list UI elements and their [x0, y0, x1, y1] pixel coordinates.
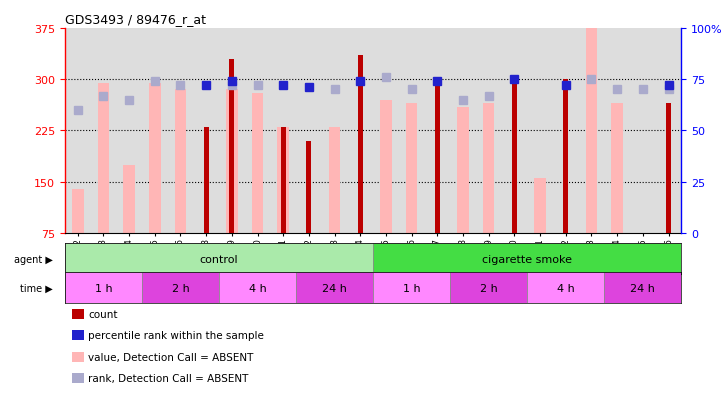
- Bar: [296, 273, 373, 304]
- Bar: [457, 107, 469, 233]
- Text: 2 h: 2 h: [172, 283, 190, 293]
- Bar: [174, 90, 186, 233]
- Bar: [193, 29, 219, 233]
- Bar: [380, 100, 392, 233]
- Bar: [219, 29, 244, 233]
- Bar: [406, 104, 417, 233]
- Text: 4 h: 4 h: [557, 283, 575, 293]
- Bar: [91, 29, 116, 233]
- Bar: [666, 104, 671, 233]
- Bar: [306, 141, 311, 233]
- Text: rank, Detection Call = ABSENT: rank, Detection Call = ABSENT: [88, 373, 248, 383]
- Bar: [604, 29, 630, 233]
- Bar: [611, 104, 623, 233]
- Bar: [167, 29, 193, 233]
- Text: GDS3493 / 89476_r_at: GDS3493 / 89476_r_at: [65, 13, 206, 26]
- Text: 24 h: 24 h: [630, 283, 655, 293]
- Text: 2 h: 2 h: [480, 283, 497, 293]
- Bar: [278, 128, 289, 233]
- Text: cigarette smoke: cigarette smoke: [482, 254, 572, 264]
- Bar: [252, 94, 263, 233]
- Text: control: control: [200, 254, 239, 264]
- Bar: [534, 179, 546, 233]
- Bar: [553, 29, 578, 233]
- Bar: [329, 128, 340, 233]
- Bar: [435, 80, 440, 233]
- Bar: [72, 189, 84, 233]
- Bar: [655, 29, 681, 233]
- Bar: [604, 273, 681, 304]
- Bar: [630, 29, 655, 233]
- Text: 1 h: 1 h: [403, 283, 420, 293]
- Text: time ▶: time ▶: [19, 283, 53, 293]
- Bar: [65, 29, 91, 233]
- Bar: [373, 29, 399, 233]
- Bar: [203, 128, 209, 233]
- Bar: [97, 83, 109, 233]
- Bar: [450, 273, 527, 304]
- Bar: [399, 29, 425, 233]
- Bar: [512, 80, 517, 233]
- Bar: [476, 29, 502, 233]
- Bar: [65, 273, 142, 304]
- Bar: [585, 29, 597, 233]
- Bar: [450, 29, 476, 233]
- Bar: [219, 273, 296, 304]
- Text: 1 h: 1 h: [94, 283, 112, 293]
- Text: 24 h: 24 h: [322, 283, 347, 293]
- Bar: [142, 29, 167, 233]
- Bar: [123, 165, 135, 233]
- Bar: [348, 29, 373, 233]
- Bar: [296, 29, 322, 233]
- Bar: [244, 29, 270, 233]
- Bar: [373, 244, 681, 275]
- Bar: [373, 273, 450, 304]
- Bar: [527, 29, 553, 233]
- Bar: [527, 273, 604, 304]
- Text: percentile rank within the sample: percentile rank within the sample: [88, 330, 264, 340]
- Bar: [358, 56, 363, 233]
- Text: value, Detection Call = ABSENT: value, Detection Call = ABSENT: [88, 352, 253, 362]
- Bar: [578, 29, 604, 233]
- Bar: [226, 90, 238, 233]
- Text: agent ▶: agent ▶: [14, 254, 53, 264]
- Bar: [502, 29, 527, 233]
- Bar: [270, 29, 296, 233]
- Text: 4 h: 4 h: [249, 283, 266, 293]
- Bar: [116, 29, 142, 233]
- Text: count: count: [88, 309, 118, 319]
- Bar: [563, 80, 568, 233]
- Bar: [229, 59, 234, 233]
- Bar: [65, 244, 373, 275]
- Bar: [322, 29, 348, 233]
- Bar: [280, 128, 286, 233]
- Bar: [425, 29, 450, 233]
- Bar: [149, 83, 161, 233]
- Bar: [483, 104, 495, 233]
- Bar: [142, 273, 219, 304]
